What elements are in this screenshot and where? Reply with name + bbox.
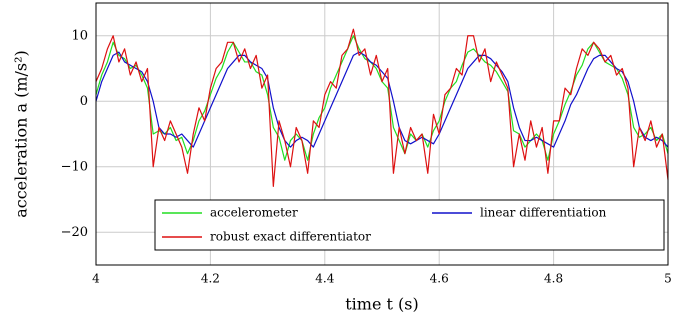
x-tick-label: 4 (92, 272, 100, 286)
y-tick-label: −20 (61, 225, 88, 240)
x-axis-label: time t (s) (345, 295, 418, 314)
x-tick-label: 5 (664, 272, 672, 286)
y-tick-label: 0 (80, 94, 88, 109)
x-tick-label: 4.2 (201, 272, 220, 286)
plot-frame (95, 2, 669, 266)
legend-label: linear differentiation (480, 206, 607, 220)
data-line (95, 28, 669, 187)
x-tick-label: 4.4 (315, 272, 334, 286)
y-tick-label: −10 (61, 159, 88, 174)
x-tick-label: 4.8 (544, 272, 563, 286)
x-tick-label: 4.6 (430, 272, 449, 286)
legend-box (154, 199, 665, 251)
y-axis-label: acceleration a (m/s²) (12, 50, 31, 218)
legend-label: accelerometer (210, 206, 298, 220)
legend-label: robust exact differentiator (210, 230, 371, 244)
y-tick-label: 10 (71, 28, 88, 43)
data-line (95, 35, 669, 161)
